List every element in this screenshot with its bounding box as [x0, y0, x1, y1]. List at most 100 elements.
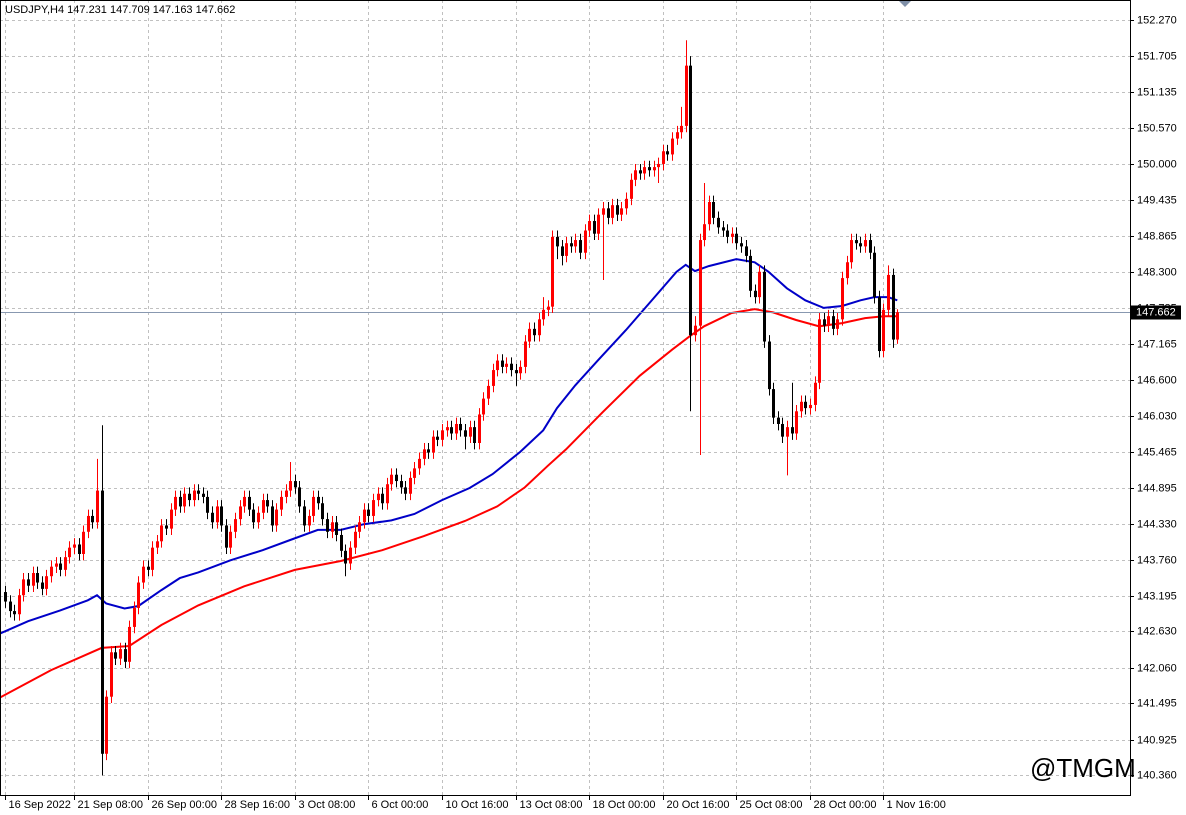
candle-body — [758, 271, 761, 298]
y-tick-label: 148.865 — [1137, 230, 1177, 242]
y-tick-label: 152.270 — [1137, 14, 1177, 26]
candle-body — [584, 230, 587, 253]
candle-body — [101, 490, 104, 754]
candle-body — [818, 319, 821, 383]
x-tick-label: 10 Oct 16:00 — [446, 799, 509, 811]
candle-body — [165, 525, 168, 529]
candle-body — [156, 541, 159, 548]
x-tick-label: 16 Sep 2022 — [9, 799, 71, 811]
candle-body — [841, 278, 844, 320]
candle-body — [45, 576, 48, 589]
candle-body — [510, 363, 513, 371]
candle-body — [505, 363, 508, 367]
candle-body — [418, 458, 421, 469]
candle-body — [809, 404, 812, 409]
candle-body — [423, 449, 426, 459]
candle-body — [703, 224, 706, 241]
candle-body — [777, 417, 780, 424]
candle-body — [142, 566, 145, 583]
x-tick-label: 26 Sep 00:00 — [152, 799, 217, 811]
candle-body — [533, 328, 536, 336]
candle-body — [395, 474, 398, 482]
candle-body — [565, 243, 568, 256]
candle-body — [96, 490, 99, 523]
candle-body — [731, 233, 734, 237]
candle-body — [9, 601, 12, 612]
candle-body — [593, 221, 596, 234]
candle-body — [892, 274, 895, 340]
candle-body — [13, 611, 16, 615]
candle-body — [882, 309, 885, 352]
candle-body — [211, 512, 214, 523]
candle-body — [855, 240, 858, 244]
candle-body — [390, 474, 393, 485]
candle-body — [82, 531, 85, 554]
y-tick-label: 146.030 — [1137, 410, 1177, 422]
x-tick-label: 21 Sep 08:00 — [78, 799, 143, 811]
y-tick-label: 149.435 — [1137, 194, 1177, 206]
candle-body — [377, 493, 380, 501]
candle-body — [827, 316, 830, 326]
candle-body — [197, 490, 200, 494]
candle-body — [248, 496, 251, 510]
y-tick-label: 144.330 — [1137, 518, 1177, 530]
candle-body — [317, 496, 320, 504]
candle-body — [400, 481, 403, 488]
candle-body — [271, 506, 274, 526]
candle-body — [450, 427, 453, 434]
x-tick-label: 20 Oct 16:00 — [667, 799, 730, 811]
candle-body — [308, 515, 311, 526]
candle-body — [147, 566, 150, 570]
y-tick-label: 142.630 — [1137, 625, 1177, 637]
candle-body — [740, 243, 743, 247]
candle-body — [354, 531, 357, 548]
candle-body — [607, 208, 610, 218]
candle-body — [492, 370, 495, 386]
candle-body — [464, 430, 467, 437]
candle-body — [234, 519, 237, 532]
candle-body — [602, 208, 605, 215]
candle-body — [73, 544, 76, 548]
candle-body — [36, 573, 39, 583]
candle-body — [59, 563, 62, 570]
candle-body — [749, 255, 752, 291]
candle-body — [648, 167, 651, 171]
candle-body — [225, 525, 228, 548]
candle-body — [358, 522, 361, 532]
candle-body — [699, 240, 702, 326]
candle-body — [68, 547, 71, 558]
chart-title: USDJPY,H4 147.231 147.709 147.163 147.66… — [5, 4, 235, 16]
y-tick-label: 143.760 — [1137, 554, 1177, 566]
candle-body — [878, 297, 881, 352]
candle-body — [432, 436, 435, 453]
candle-body — [298, 487, 301, 507]
current-price-label: 147.662 — [1136, 306, 1176, 318]
candle-body — [487, 385, 490, 399]
y-tick-label: 147.165 — [1137, 338, 1177, 350]
candle-body — [386, 484, 389, 504]
candle-body — [436, 436, 439, 440]
moving-average-line — [0, 258, 898, 635]
candle-body — [579, 240, 582, 253]
candle-body — [781, 423, 784, 437]
x-tick-label: 25 Oct 08:00 — [740, 799, 803, 811]
candle-body — [620, 208, 623, 215]
candle-body — [312, 496, 315, 516]
candle-body — [625, 198, 628, 209]
y-tick-label: 151.705 — [1137, 50, 1177, 62]
candle-body — [55, 563, 58, 567]
candle-body — [694, 325, 697, 336]
candle-body — [501, 360, 504, 367]
candle-body — [151, 547, 154, 570]
candle-body — [455, 423, 458, 434]
y-tick-label: 142.060 — [1137, 662, 1177, 674]
indicators — [0, 258, 1130, 699]
candle-body — [441, 430, 444, 440]
candle-body — [275, 509, 278, 526]
candle-body — [114, 652, 117, 659]
candle-body — [662, 151, 665, 164]
x-tick-label: 13 Oct 08:00 — [520, 799, 583, 811]
current-price-box — [1131, 305, 1181, 320]
candle-body — [795, 411, 798, 434]
